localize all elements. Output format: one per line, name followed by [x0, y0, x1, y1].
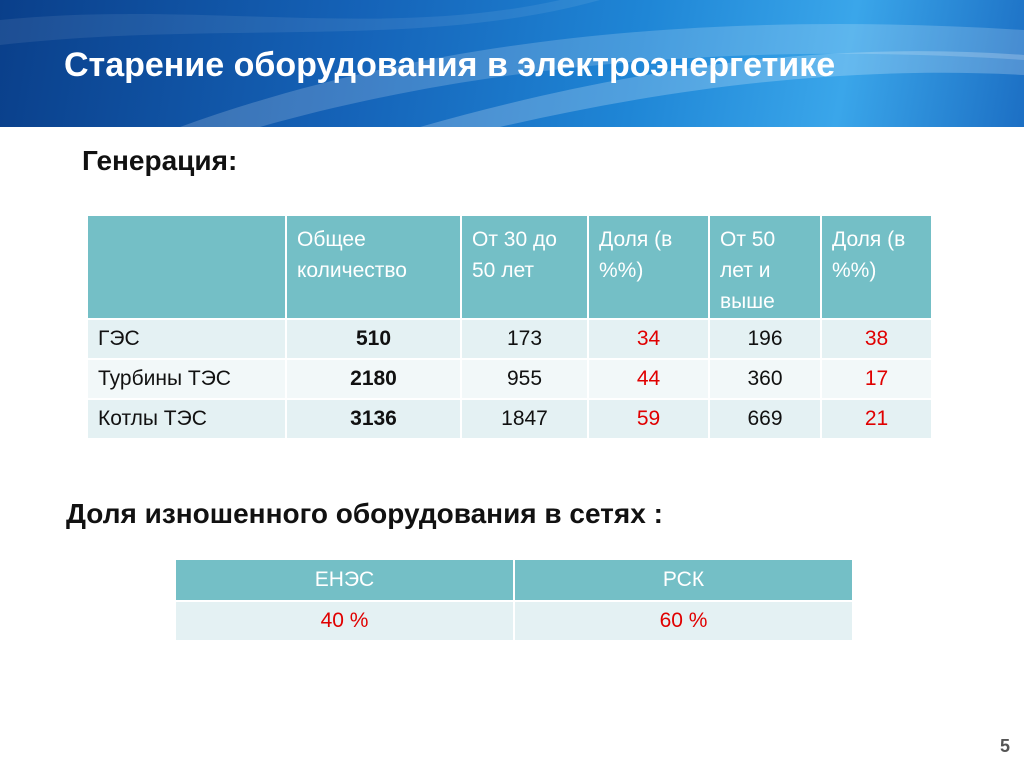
cell-age-30-50: 173 — [462, 320, 587, 358]
slide-header-band: Старение оборудования в электроэнергетик… — [0, 0, 1024, 127]
cell-age-30-50: 955 — [462, 360, 587, 398]
header-cell-share-30-50: Доля (в %%) — [589, 216, 708, 318]
cell-share-50-plus: 38 — [822, 320, 931, 358]
table-row: ГЭС 510 173 34 196 38 — [88, 320, 931, 358]
cell-share-50-plus: 21 — [822, 400, 931, 438]
cell-age-50-plus: 196 — [710, 320, 820, 358]
header-cell-age-30-50: От 30 до 50 лет — [462, 216, 587, 318]
page-number: 5 — [999, 736, 1010, 756]
cell-share-30-50: 59 — [589, 400, 708, 438]
network-table-header-row: ЕНЭС РСК — [176, 560, 852, 600]
cell-enes-value: 40 % — [176, 602, 513, 640]
cell-age-30-50: 1847 — [462, 400, 587, 438]
header-cell-age-50-plus: От 50 лет и выше — [710, 216, 820, 318]
header-swoosh-decoration — [0, 0, 1024, 127]
cell-share-50-plus: 17 — [822, 360, 931, 398]
header-cell-enes: ЕНЭС — [176, 560, 513, 600]
header-cell-empty — [88, 216, 285, 318]
slide-title: Старение оборудования в электроэнергетик… — [64, 46, 836, 84]
header-cell-share-50-plus: Доля (в %%) — [822, 216, 931, 318]
cell-total: 3136 — [287, 400, 460, 438]
network-share-heading: Доля изношенного оборудования в сетях : — [66, 498, 663, 529]
generation-table-header-row: Общее количество От 30 до 50 лет Доля (в… — [88, 216, 931, 318]
table-row: Котлы ТЭС 3136 1847 59 669 21 — [88, 400, 931, 438]
row-name: Котлы ТЭС — [88, 400, 285, 438]
cell-total: 2180 — [287, 360, 460, 398]
cell-share-30-50: 44 — [589, 360, 708, 398]
network-table: ЕНЭС РСК 40 % 60 % — [174, 558, 854, 642]
row-name: Турбины ТЭС — [88, 360, 285, 398]
cell-share-30-50: 34 — [589, 320, 708, 358]
generation-table: Общее количество От 30 до 50 лет Доля (в… — [86, 214, 933, 440]
cell-rsk-value: 60 % — [515, 602, 852, 640]
table-row: Турбины ТЭС 2180 955 44 360 17 — [88, 360, 931, 398]
row-name: ГЭС — [88, 320, 285, 358]
header-cell-total: Общее количество — [287, 216, 460, 318]
cell-age-50-plus: 669 — [710, 400, 820, 438]
generation-heading: Генерация: — [82, 145, 238, 176]
header-cell-rsk: РСК — [515, 560, 852, 600]
cell-age-50-plus: 360 — [710, 360, 820, 398]
cell-total: 510 — [287, 320, 460, 358]
table-row: 40 % 60 % — [176, 602, 852, 640]
